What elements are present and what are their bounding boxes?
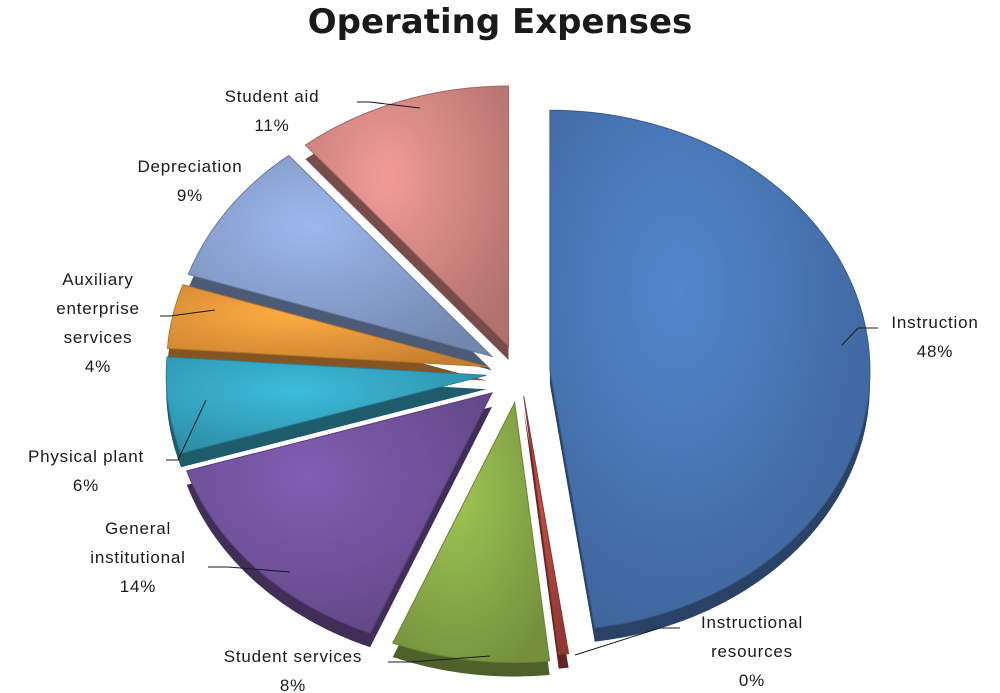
pie-slice (549, 109, 871, 629)
pie-slice (186, 392, 493, 634)
pie-slice (304, 85, 510, 348)
slice-label: Student aid 11% (225, 87, 320, 135)
leader-line (388, 655, 491, 663)
slice-label: Depreciation 9% (137, 157, 242, 205)
pie-slice (523, 396, 570, 656)
pie-slice (165, 356, 487, 454)
slice-label: General institutional 14% (90, 519, 185, 596)
leader-line (357, 101, 421, 109)
leader-line (166, 399, 207, 461)
leader-line (841, 327, 878, 346)
leader-line (574, 627, 680, 656)
slice-label: Physical plant 6% (28, 447, 144, 495)
slice-label: Instruction 48% (891, 313, 978, 361)
leader-lines (160, 101, 878, 663)
slice-label: Instructional resources 0% (701, 613, 803, 690)
slice-label: Auxiliary enterprise services 4% (56, 270, 140, 376)
pie-slice (166, 284, 487, 368)
chart-title: Operating Expenses (307, 2, 693, 42)
leader-line (160, 309, 216, 317)
pie-slice (392, 400, 551, 664)
pie-slice (187, 154, 494, 358)
slice-labels: Instruction 48% Instructional resources 0% St… (28, 87, 978, 693)
leader-line (208, 566, 291, 573)
pie-slices (165, 85, 871, 664)
slice-label: Student services 8% (224, 647, 362, 693)
